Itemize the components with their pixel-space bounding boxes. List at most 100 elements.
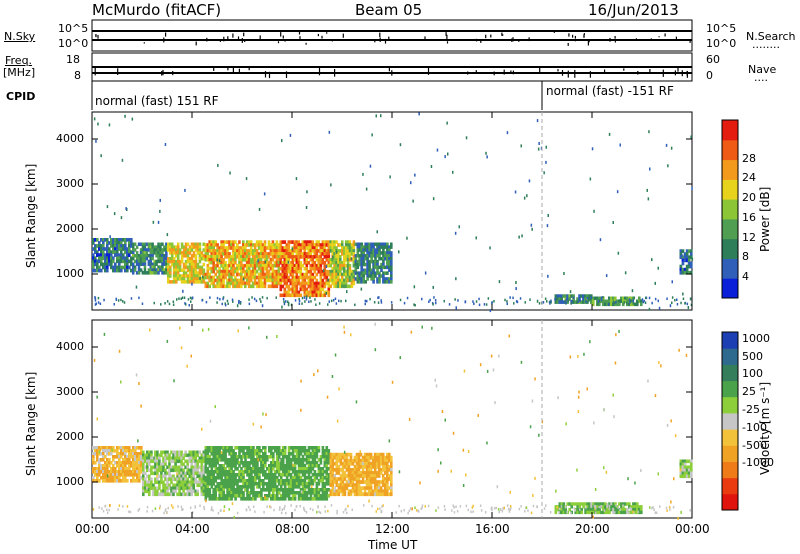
echo-cell (277, 470, 281, 474)
echo-cell (283, 494, 287, 498)
echo-cell (363, 458, 367, 463)
echo-cell (348, 263, 352, 268)
echo-cell (299, 479, 303, 483)
echo-cell (275, 464, 279, 468)
echo-cell (141, 254, 145, 258)
echo-cell (352, 240, 356, 244)
echo-cell (364, 257, 367, 261)
noise-point (543, 171, 545, 175)
echo-cell (275, 269, 279, 274)
echo-cell (264, 488, 267, 492)
echo-cell (618, 302, 621, 307)
echo-cell (188, 280, 192, 284)
echo-cell (214, 461, 217, 465)
echo-cell (234, 464, 237, 468)
echo-cell (329, 240, 332, 244)
ground-point (308, 300, 310, 303)
ground-point (263, 510, 265, 514)
echo-cell (174, 483, 177, 488)
echo-cell (224, 452, 227, 456)
noise-point (186, 364, 188, 368)
echo-cell (592, 510, 595, 515)
echo-cell (147, 271, 151, 275)
noise-point (233, 516, 235, 519)
echo-cell (560, 297, 563, 301)
echo-cell (325, 470, 329, 474)
echo-cell (379, 492, 383, 497)
echo-cell (153, 262, 156, 266)
echo-cell (202, 471, 206, 476)
echo-cell (232, 449, 235, 453)
echo-cell (196, 262, 200, 267)
echo-cell (369, 474, 373, 478)
ground-point (304, 300, 306, 303)
echo-cell (134, 458, 137, 462)
echo-cell (305, 497, 309, 501)
echo-cell (126, 461, 129, 465)
echo-cell (325, 269, 329, 274)
noise-point (135, 285, 138, 289)
echo-cell (192, 480, 195, 485)
echo-cell (162, 474, 165, 479)
echo-cell (267, 284, 271, 289)
echo-cell (104, 253, 107, 257)
echo-cell (309, 249, 313, 253)
echo-cell (162, 468, 165, 473)
noise-point (532, 494, 534, 497)
echo-cell (122, 247, 125, 251)
echo-cell (266, 497, 269, 501)
echo-cell (143, 256, 147, 261)
echo-cell (260, 455, 263, 459)
ground-point (146, 510, 148, 513)
echo-cell (311, 473, 315, 477)
echo-cell (377, 489, 381, 494)
echo-cell (156, 468, 159, 473)
echo-cell (220, 275, 223, 280)
echo-cell (352, 255, 356, 259)
echo-cell (351, 489, 355, 494)
echo-cell (388, 458, 391, 463)
echo-cell (262, 467, 265, 471)
echo-cell (368, 262, 371, 267)
echo-cell (683, 459, 687, 464)
echo-cell (309, 269, 313, 274)
echo-cell (260, 479, 263, 483)
echo-cell (104, 476, 107, 480)
ground-point (222, 296, 225, 299)
echo-cell (102, 247, 105, 251)
echo-cell (156, 477, 159, 482)
echo-cell (564, 510, 567, 515)
echo-cell (606, 510, 609, 515)
ground-point (651, 301, 653, 305)
echo-cell (604, 505, 607, 509)
noise-point (649, 167, 651, 171)
echo-cell (192, 489, 195, 494)
noise-point (465, 473, 467, 477)
echo-cell (178, 486, 181, 491)
echo-cell (307, 488, 311, 492)
echo-cell (365, 452, 369, 457)
ground-point (519, 297, 522, 300)
echo-cell (240, 249, 243, 253)
echo-cell (307, 284, 311, 289)
echo-cell (240, 497, 243, 501)
ground-point (444, 508, 446, 511)
echo-cell (560, 507, 564, 512)
echo-cell (172, 477, 175, 482)
echo-cell (683, 465, 687, 470)
echo-cell (592, 507, 595, 512)
echo-cell (295, 293, 299, 298)
noise-spike (284, 39, 286, 42)
echo-cell (204, 281, 208, 286)
echo-cell (190, 489, 193, 494)
echo-cell (256, 470, 259, 474)
echo-cell (142, 489, 145, 494)
echo-cell (337, 489, 341, 494)
echo-cell (344, 263, 348, 268)
ground-point (378, 296, 380, 299)
echo-cell (301, 281, 305, 286)
echo-cell (176, 259, 180, 264)
echo-cell (114, 253, 117, 257)
noise-point (612, 221, 614, 224)
echo-cell (228, 446, 231, 450)
